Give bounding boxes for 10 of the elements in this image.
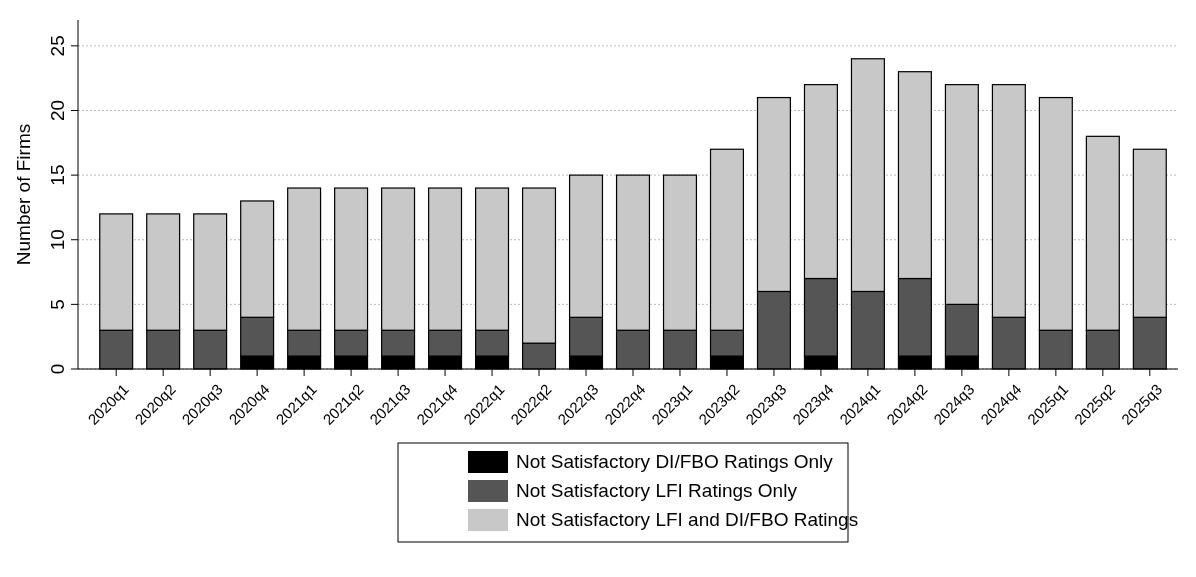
y-axis-title: Number of Firms bbox=[13, 123, 34, 266]
legend-label: Not Satisfactory LFI Ratings Only bbox=[516, 480, 798, 501]
y-tick-label: 10 bbox=[47, 229, 68, 251]
y-tick-label: 0 bbox=[47, 363, 68, 375]
legend-label: Not Satisfactory DI/FBO Ratings Only bbox=[516, 451, 834, 472]
y-tick-label: 15 bbox=[47, 164, 68, 186]
y-tick-label: 20 bbox=[47, 99, 68, 122]
y-tick-label: 25 bbox=[47, 35, 68, 57]
y-tick-label: 5 bbox=[47, 299, 68, 310]
legend-label: Not Satisfactory LFI and DI/FBO Ratings bbox=[516, 509, 859, 530]
